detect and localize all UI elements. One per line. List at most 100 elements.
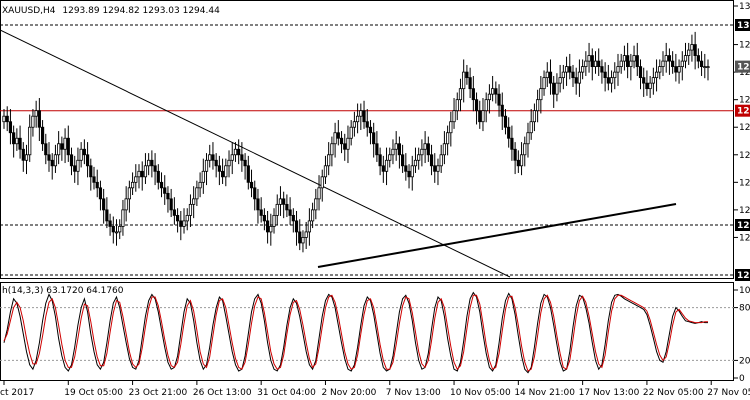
candle-body xyxy=(481,110,485,123)
candle-body xyxy=(246,165,250,183)
candle-body xyxy=(407,170,411,178)
candle-body xyxy=(31,115,35,128)
trendlines xyxy=(0,29,677,278)
price-tick-label: 129 xyxy=(739,68,750,78)
candle-body xyxy=(555,82,559,95)
candle-body xyxy=(63,137,67,150)
price-tick-label: 126 xyxy=(739,233,750,243)
candle-body xyxy=(394,143,398,150)
dashed-level-top-tag-bg xyxy=(735,19,750,31)
candle-body xyxy=(696,55,700,62)
candle-body xyxy=(362,110,366,123)
dashed-level-top-tag: 130 xyxy=(737,21,750,31)
candle-body xyxy=(449,121,453,134)
time-tick-label: 23 Oct 21:00 xyxy=(129,388,188,398)
candle-body xyxy=(304,231,308,238)
candle-body xyxy=(658,66,662,73)
candle-body xyxy=(147,159,151,167)
candle-body xyxy=(683,55,688,62)
candle-body xyxy=(278,198,283,205)
candle-body xyxy=(577,71,582,84)
candle-body xyxy=(237,148,241,156)
candle-body xyxy=(175,214,180,222)
candle-body xyxy=(677,66,681,73)
candle-body xyxy=(336,132,340,139)
candle-body xyxy=(513,148,517,161)
candle-body xyxy=(18,137,22,150)
candle-body xyxy=(53,154,58,167)
ohlc-header: 1293.89 1294.82 1293.03 1294.44 xyxy=(62,6,220,16)
candle-body xyxy=(76,159,80,172)
candle-body xyxy=(243,159,247,167)
candle-body xyxy=(548,71,553,84)
dashed-level-bottom-tag-bg xyxy=(735,269,750,281)
candle-body xyxy=(2,115,6,123)
red-level-tag: 128 xyxy=(737,107,750,117)
candle-body xyxy=(471,88,475,101)
candle-body xyxy=(66,137,70,156)
candle-body xyxy=(368,126,373,134)
candle-body xyxy=(388,154,392,161)
candle-body xyxy=(333,132,337,145)
candle-body xyxy=(69,154,74,167)
candle-body xyxy=(597,60,601,68)
candle-body xyxy=(227,159,231,167)
candle-body xyxy=(372,132,376,145)
candle-body xyxy=(24,154,29,161)
dashed-level-mid-tag: 127 xyxy=(737,221,750,231)
candle-body xyxy=(613,71,617,79)
candle-body xyxy=(50,159,54,167)
candle-body xyxy=(564,66,569,73)
candle-body xyxy=(436,165,440,172)
ascending-trendline xyxy=(317,203,677,268)
stochastic-pane: h(14,3,3) 63.1720 64.1760 100 80 20 0 xyxy=(0,282,750,384)
time-tick-label: 19 Oct 05:00 xyxy=(64,388,123,398)
stoch-tick-label: 0 xyxy=(739,374,745,384)
candle-body xyxy=(510,137,514,150)
candle-body xyxy=(169,198,173,211)
dashed-level-bottom-tag: 126 xyxy=(737,271,750,281)
candle-body xyxy=(699,60,704,68)
candle-body xyxy=(211,154,215,161)
dashed-level-mid-tag-bg xyxy=(735,219,750,231)
candle-body xyxy=(57,143,61,156)
candle-body xyxy=(40,126,45,145)
candle-body xyxy=(590,55,594,68)
candle-body xyxy=(143,165,148,178)
candle-body xyxy=(314,198,318,211)
time-tick-label: ct 2017 xyxy=(0,388,34,398)
candle-body xyxy=(121,209,125,227)
time-tick-label: 2 Nov 20:00 xyxy=(321,388,376,398)
candle-body xyxy=(346,137,350,150)
price-tick-label: 127 xyxy=(739,151,750,161)
candle-body xyxy=(134,176,138,183)
candle-body xyxy=(359,110,363,117)
candle-body xyxy=(253,187,257,200)
candle-body xyxy=(433,165,437,172)
candle-body xyxy=(140,170,144,178)
candles xyxy=(2,31,710,253)
candle-body xyxy=(102,198,106,211)
symbol-label: XAUUSD,H4 xyxy=(2,6,56,16)
candle-body xyxy=(89,165,93,178)
candle-body xyxy=(500,104,504,117)
price-pane: XAUUSD,H4 1293.89 1294.82 1293.03 1294.4… xyxy=(0,0,750,281)
candle-body xyxy=(529,121,533,134)
candle-body xyxy=(410,165,414,178)
candle-body xyxy=(12,132,16,145)
candle-body xyxy=(446,132,450,145)
candle-body xyxy=(507,126,511,139)
price-tick-label: 130 xyxy=(739,2,750,12)
candle-body xyxy=(356,115,360,123)
candle-body xyxy=(497,93,501,106)
candle-body xyxy=(442,143,447,156)
candle-body xyxy=(201,170,205,183)
descending-trendline xyxy=(0,29,511,278)
candle-body xyxy=(153,165,157,172)
candle-body xyxy=(79,148,83,161)
candle-body xyxy=(37,110,41,128)
candle-body xyxy=(137,170,141,178)
candle-body xyxy=(664,55,668,62)
price-pane-border xyxy=(0,0,734,279)
candle-body xyxy=(85,154,90,167)
